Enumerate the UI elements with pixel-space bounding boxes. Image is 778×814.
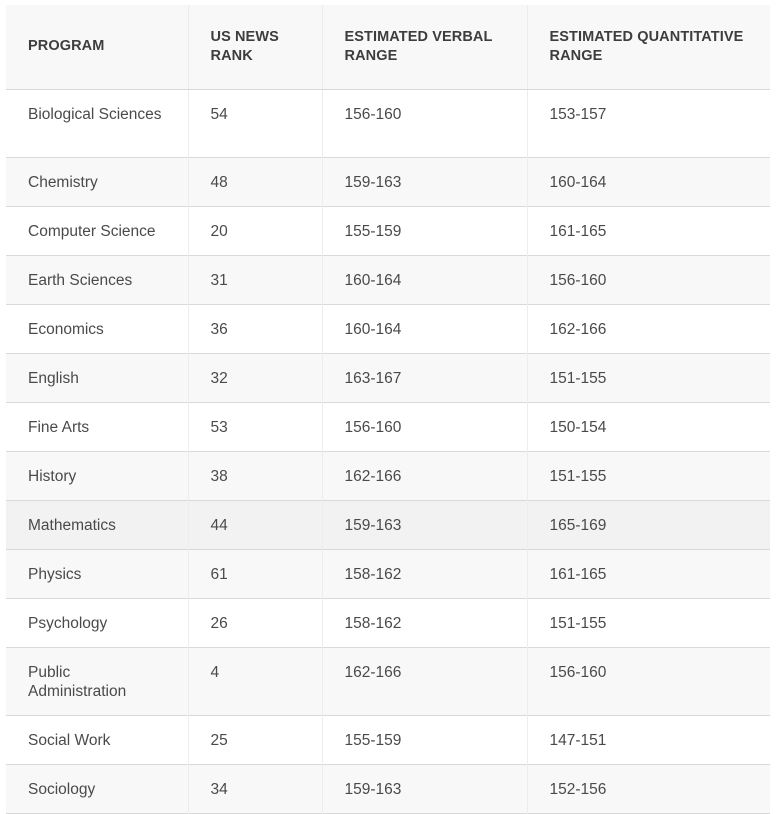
cell-verbal-range: 159-163 [321, 764, 527, 813]
cell-program: Physics [28, 565, 82, 583]
column-header-verbal-range: ESTIMATED VERBAL RANGE [321, 5, 527, 90]
table-row: Mathematics 44 159-163 165-169 [6, 500, 770, 549]
cell-quant-range: 160-164 [526, 157, 770, 206]
cell-verbal-range: 158-162 [321, 598, 527, 647]
cell-quant-range: 162-166 [526, 304, 770, 353]
table-body: Biological Sciences 54 156-160 153-157 Chemi… [6, 89, 770, 813]
cell-quant-range: 156-160 [526, 255, 770, 304]
cell-program: English [28, 369, 79, 387]
cell-quant-range: 150-154 [526, 402, 770, 451]
cell-quant-range: 156-160 [526, 647, 770, 715]
cell-program: Computer Science [28, 222, 156, 240]
cell-program: Fine Arts [28, 418, 90, 436]
cell-rank: 54 [187, 89, 322, 157]
cell-rank: 31 [187, 255, 322, 304]
cell-program: History [28, 467, 77, 485]
cell-quant-range: 161-165 [526, 206, 770, 255]
cell-quant-range: 153-157 [526, 89, 770, 157]
table-row: Psychology 26 158-162 151-155 [6, 598, 770, 647]
cell-verbal-range: 155-159 [321, 206, 527, 255]
table-row: Economics 36 160-164 162-166 [6, 304, 770, 353]
cell-verbal-range: 163-167 [321, 353, 527, 402]
cell-quant-range: 152-156 [526, 764, 770, 813]
table-row: Social Work 25 155-159 147-151 [6, 715, 770, 764]
cell-program: Chemistry [28, 173, 98, 191]
cell-verbal-range: 159-163 [321, 500, 527, 549]
gre-scores-table: PROGRAM US NEWS RANK ESTIMATED VERBAL RA… [6, 5, 770, 814]
cell-program: Psychology [28, 614, 108, 632]
cell-rank: 61 [187, 549, 322, 598]
cell-verbal-range: 160-164 [321, 304, 527, 353]
cell-verbal-range: 158-162 [321, 549, 527, 598]
cell-rank: 20 [187, 206, 322, 255]
cell-rank: 32 [187, 353, 322, 402]
table-row: Chemistry 48 159-163 160-164 [6, 157, 770, 206]
cell-quant-range: 151-155 [526, 598, 770, 647]
table-row: Earth Sciences 31 160-164 156-160 [6, 255, 770, 304]
cell-quant-range: 165-169 [526, 500, 770, 549]
table-row: Biological Sciences 54 156-160 153-157 [6, 89, 770, 157]
cell-verbal-range: 160-164 [321, 255, 527, 304]
cell-rank: 44 [187, 500, 322, 549]
cell-program: Economics [28, 320, 104, 338]
cell-verbal-range: 162-166 [321, 647, 527, 715]
cell-program: Sociology [28, 780, 96, 798]
gre-scores-table-container: PROGRAM US NEWS RANK ESTIMATED VERBAL RA… [6, 5, 770, 814]
cell-rank: 48 [187, 157, 322, 206]
column-header-program: PROGRAM [6, 5, 188, 90]
column-header-rank: US NEWS RANK [187, 5, 322, 90]
cell-verbal-range: 155-159 [321, 715, 527, 764]
cell-rank: 25 [187, 715, 322, 764]
cell-quant-range: 147-151 [526, 715, 770, 764]
cell-rank: 26 [187, 598, 322, 647]
cell-program: Public Administration [28, 663, 127, 700]
cell-program: Biological Sciences [28, 105, 162, 123]
table-row: English 32 163-167 151-155 [6, 353, 770, 402]
column-header-quant-range: ESTIMATED QUANTITATIVE RANGE [526, 5, 770, 90]
table-row: Computer Science 20 155-159 161-165 [6, 206, 770, 255]
cell-rank: 36 [187, 304, 322, 353]
cell-verbal-range: 156-160 [321, 402, 527, 451]
cell-quant-range: 151-155 [526, 451, 770, 500]
cell-rank: 4 [187, 647, 322, 715]
table-row: Physics 61 158-162 161-165 [6, 549, 770, 598]
cell-verbal-range: 162-166 [321, 451, 527, 500]
cell-program: Earth Sciences [28, 271, 133, 289]
table-header: PROGRAM US NEWS RANK ESTIMATED VERBAL RA… [6, 5, 770, 90]
cell-program: Social Work [28, 731, 111, 749]
cell-rank: 38 [187, 451, 322, 500]
cell-quant-range: 161-165 [526, 549, 770, 598]
cell-rank: 53 [187, 402, 322, 451]
cell-verbal-range: 156-160 [321, 89, 527, 157]
cell-rank: 34 [187, 764, 322, 813]
cell-verbal-range: 159-163 [321, 157, 527, 206]
table-row: Public Administration 4 162-166 156-160 [6, 647, 770, 715]
table-row: Fine Arts 53 156-160 150-154 [6, 402, 770, 451]
header-row: PROGRAM US NEWS RANK ESTIMATED VERBAL RA… [6, 5, 770, 90]
cell-quant-range: 151-155 [526, 353, 770, 402]
table-row: Sociology 34 159-163 152-156 [6, 764, 770, 813]
table-row: History 38 162-166 151-155 [6, 451, 770, 500]
cell-program: Mathematics [28, 516, 116, 534]
